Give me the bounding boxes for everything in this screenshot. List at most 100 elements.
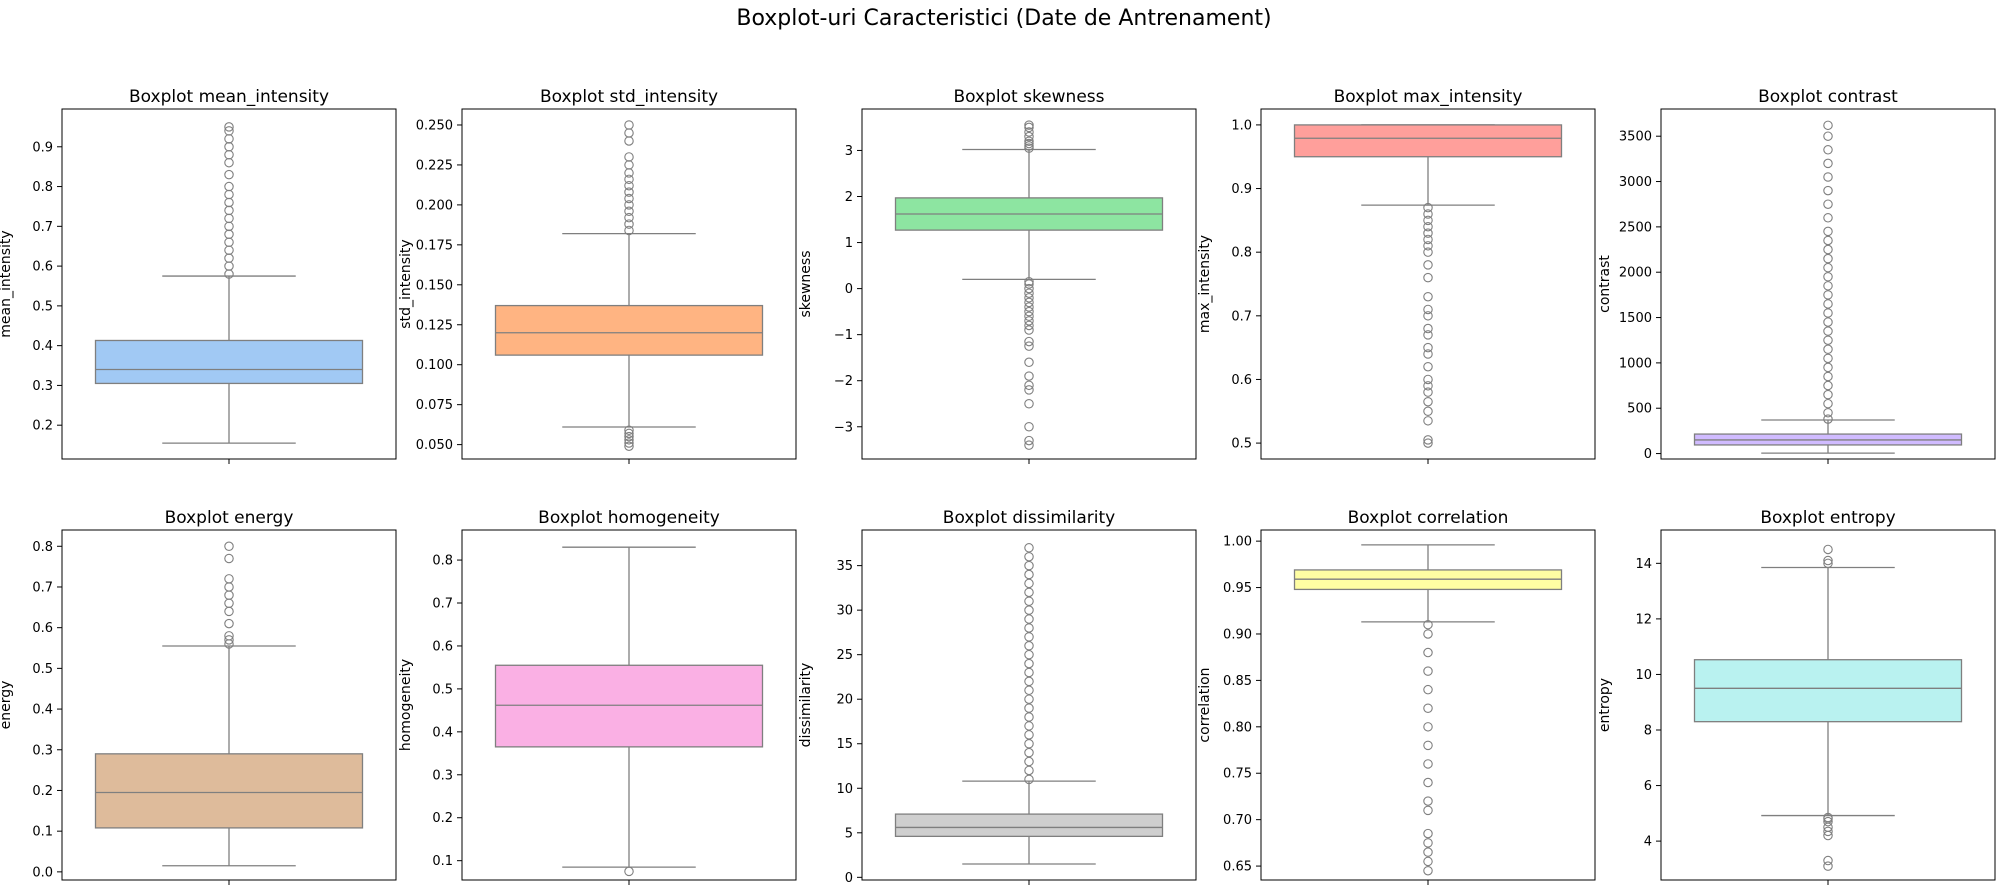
y-tick-label: 0.8	[32, 540, 53, 555]
outlier-point	[224, 635, 234, 645]
outlier-point	[1024, 398, 1034, 409]
outlier-point	[1423, 740, 1433, 751]
outlier-point	[624, 174, 634, 185]
y-tick-label: 10	[836, 782, 853, 797]
outlier-point	[224, 590, 234, 600]
iqr-box	[94, 339, 364, 385]
outlier-point	[224, 582, 234, 592]
outlier-point	[1823, 244, 1833, 255]
y-tick-label: 0.5	[32, 299, 53, 314]
outlier-point	[1823, 380, 1833, 391]
subplot-10: Boxplot entropy entropy 4 6 8 10 12 14	[1597, 508, 1996, 885]
outlier-point	[224, 213, 234, 224]
outlier-point	[1823, 344, 1833, 355]
y-tick-label: 0.4	[432, 725, 453, 740]
y-tick-label: 0.250	[416, 118, 453, 133]
outlier-point	[1823, 213, 1833, 223]
subplot-7: Boxplot homogeneity homogeneity 0.1 0.2 0.3 0…	[398, 508, 797, 885]
outlier-point	[1024, 440, 1034, 450]
iqr-box	[494, 664, 764, 748]
outlier-point	[1024, 283, 1034, 294]
outlier-point	[224, 229, 234, 240]
outlier-point	[1423, 209, 1433, 219]
outlier-point	[224, 253, 234, 263]
outlier-point	[1423, 221, 1433, 232]
outlier-point	[1823, 855, 1833, 866]
outlier-point	[624, 193, 634, 204]
y-tick-label: 3000	[1619, 175, 1652, 190]
outlier-point	[1423, 361, 1433, 372]
y-tick-label: 0.6	[32, 621, 53, 636]
y-tick-label: 0.3	[32, 743, 53, 758]
outlier-point	[1823, 408, 1833, 418]
outlier-point	[1823, 199, 1833, 209]
y-tick-label: 5	[845, 826, 853, 841]
y-tick-label: 1	[845, 236, 853, 251]
outlier-point	[624, 200, 634, 210]
outlier-point	[224, 245, 234, 255]
outlier-point	[1823, 389, 1833, 400]
y-tick-label: 4	[1644, 835, 1652, 850]
outlier-point	[624, 212, 634, 223]
y-tick-label: −2	[834, 374, 853, 389]
outlier-point	[1823, 555, 1833, 566]
y-tick-label: 0.65	[1223, 860, 1252, 875]
outlier-point	[1024, 131, 1034, 142]
outlier-point	[1423, 260, 1433, 270]
outlier-point	[1024, 141, 1034, 151]
y-tick-label: 0	[1644, 447, 1652, 462]
outlier-point	[1423, 291, 1433, 302]
outlier-point	[1024, 279, 1034, 289]
y-tick-label: 0.6	[432, 639, 453, 654]
outlier-point	[1423, 722, 1433, 732]
axes-frame	[861, 529, 1197, 881]
outlier-point	[1423, 406, 1433, 417]
y-tick-label: 0.2	[432, 811, 453, 826]
y-tick-label: 1.00	[1223, 535, 1252, 550]
outlier-point	[624, 219, 634, 229]
y-tick-label: 3500	[1619, 130, 1652, 145]
iqr-box	[894, 813, 1164, 838]
outlier-point	[1423, 796, 1433, 806]
outlier-point	[224, 197, 234, 208]
outlier-point	[1423, 847, 1433, 857]
y-tick-label: 20	[836, 693, 853, 708]
outlier-point	[1024, 587, 1034, 598]
outlier-point	[1823, 335, 1833, 345]
y-tick-label: 0.85	[1223, 674, 1252, 689]
outlier-point	[1024, 578, 1034, 589]
outlier-point	[624, 168, 634, 178]
y-tick-label: 0.95	[1223, 581, 1252, 596]
outlier-point	[1423, 629, 1433, 639]
y-axis-label: homogeneity	[398, 659, 414, 751]
outlier-point	[1823, 414, 1833, 424]
y-tick-label: 0.1	[32, 825, 53, 840]
outlier-point	[1024, 306, 1034, 317]
outlier-point	[1823, 816, 1833, 827]
outlier-point	[1024, 336, 1034, 347]
y-tick-label: 0.5	[432, 682, 453, 697]
subplot-6: Boxplot energy energy 0.0 0.1 0.2 0.3 0.4 0.5 0.…	[0, 508, 397, 885]
outlier-point	[1823, 158, 1833, 169]
y-tick-label: 0.7	[1231, 309, 1252, 324]
outlier-point	[1024, 120, 1034, 130]
outlier-point	[1423, 202, 1433, 213]
outlier-point	[1024, 302, 1034, 312]
y-tick-label: 3	[845, 144, 853, 159]
subplot-9: Boxplot correlation correlation 0.65 0.70 0.…	[1197, 508, 1596, 885]
outlier-point	[224, 541, 234, 552]
outlier-point	[624, 160, 634, 170]
outlier-point	[1024, 385, 1034, 395]
outlier-point	[1423, 828, 1433, 839]
y-tick-label: 1500	[1619, 311, 1652, 326]
outlier-point	[1024, 136, 1034, 146]
y-tick-label: 0.7	[32, 220, 53, 235]
outlier-point	[624, 866, 634, 877]
y-tick-label: 6	[1644, 779, 1652, 794]
axes-frame	[461, 108, 797, 460]
outlier-point	[1024, 357, 1034, 368]
subplot-title: Boxplot dissimilarity	[943, 508, 1115, 528]
outlier-point	[1423, 619, 1433, 630]
outlier-point	[1823, 558, 1833, 569]
